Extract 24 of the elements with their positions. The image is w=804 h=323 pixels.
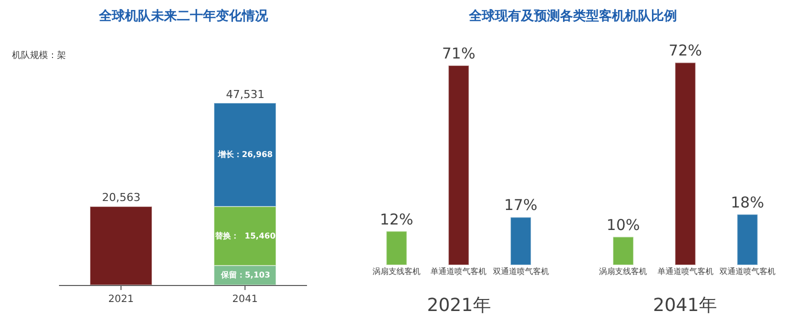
data-label: 保留：5,103 <box>220 270 270 280</box>
data-label: 12% <box>380 210 414 228</box>
x-tick-label: 涡扇支线客机 <box>599 267 648 276</box>
x-tick-label: 双通道喷气客机 <box>492 267 549 276</box>
x-tick-label: 单通道喷气客机 <box>430 267 487 276</box>
total-label: 47,531 <box>226 88 264 101</box>
x-tick-label: 2021 <box>108 294 134 305</box>
data-label: 10% <box>606 216 640 234</box>
y-axis-title: 机队规模：架 <box>12 50 66 61</box>
x-tick-label: 2041 <box>232 294 258 305</box>
chart-title: 全球现有及预测各类型客机机队比例 <box>468 8 677 24</box>
x-tick-label: 涡扇支线客机 <box>372 267 421 276</box>
data-label: 17% <box>504 196 538 214</box>
data-label: 替换： 15,460 <box>214 231 276 240</box>
text: 2021年 <box>427 295 491 316</box>
data-label: 18% <box>730 193 764 212</box>
text: 2041年 <box>653 295 717 316</box>
x-tick-label: 单通道喷气客机 <box>657 267 714 276</box>
data-label: 71% <box>442 44 476 62</box>
total-label: 20,563 <box>102 191 140 204</box>
data-label: 72% <box>668 42 702 60</box>
chart-title: 全球机队未来二十年变化情况 <box>98 8 269 24</box>
data-label: 增长：26,968 <box>216 150 274 160</box>
x-tick-label: 双通道喷气客机 <box>719 267 776 276</box>
